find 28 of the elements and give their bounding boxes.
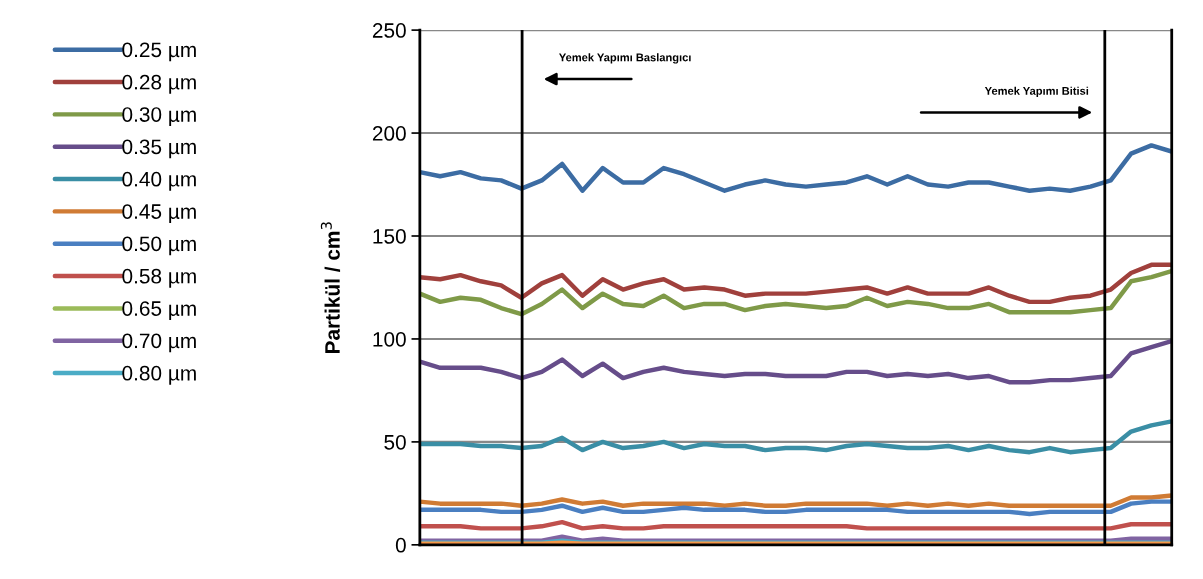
line-series (419, 143, 1172, 193)
legend-label: 0.65 µm (122, 301, 196, 321)
line-series (419, 493, 1172, 508)
y-tick-label: 250 (372, 23, 406, 38)
y-tick-label: 200 (372, 126, 406, 141)
legend-label: 0.50 µm (122, 236, 196, 256)
legend-label: 0.40 µm (122, 171, 196, 191)
line-series (419, 268, 1172, 317)
annotation: Yemek Yapımı Baslangıcı (559, 53, 691, 64)
line-series (419, 419, 1172, 455)
legend-label: 0.30 µm (122, 107, 196, 127)
legend-label: 0.45 µm (122, 204, 196, 224)
legend-label: 0.80 µm (122, 365, 196, 385)
y-tick-label: 50 (384, 434, 406, 450)
y-axis-title: Partikül / cm$^{3}$ (320, 222, 341, 354)
y-tick-label: 150 (373, 229, 406, 244)
line-series (419, 499, 1172, 517)
legend-label: 0.25 µm (122, 42, 196, 62)
y-tick-label: 0 (395, 537, 406, 553)
line-series (419, 262, 1172, 305)
line-series (419, 519, 1172, 531)
legend-label: 0.58 µm (122, 268, 196, 288)
line-series (419, 338, 1172, 385)
legend-label: 0.28 µm (122, 74, 196, 94)
legend-label: 0.70 µm (122, 333, 196, 353)
legend-label: 0.35 µm (122, 139, 196, 159)
y-tick-label: 100 (373, 331, 406, 347)
annotation: Yemek Yapımı Bitisi (984, 86, 1089, 98)
